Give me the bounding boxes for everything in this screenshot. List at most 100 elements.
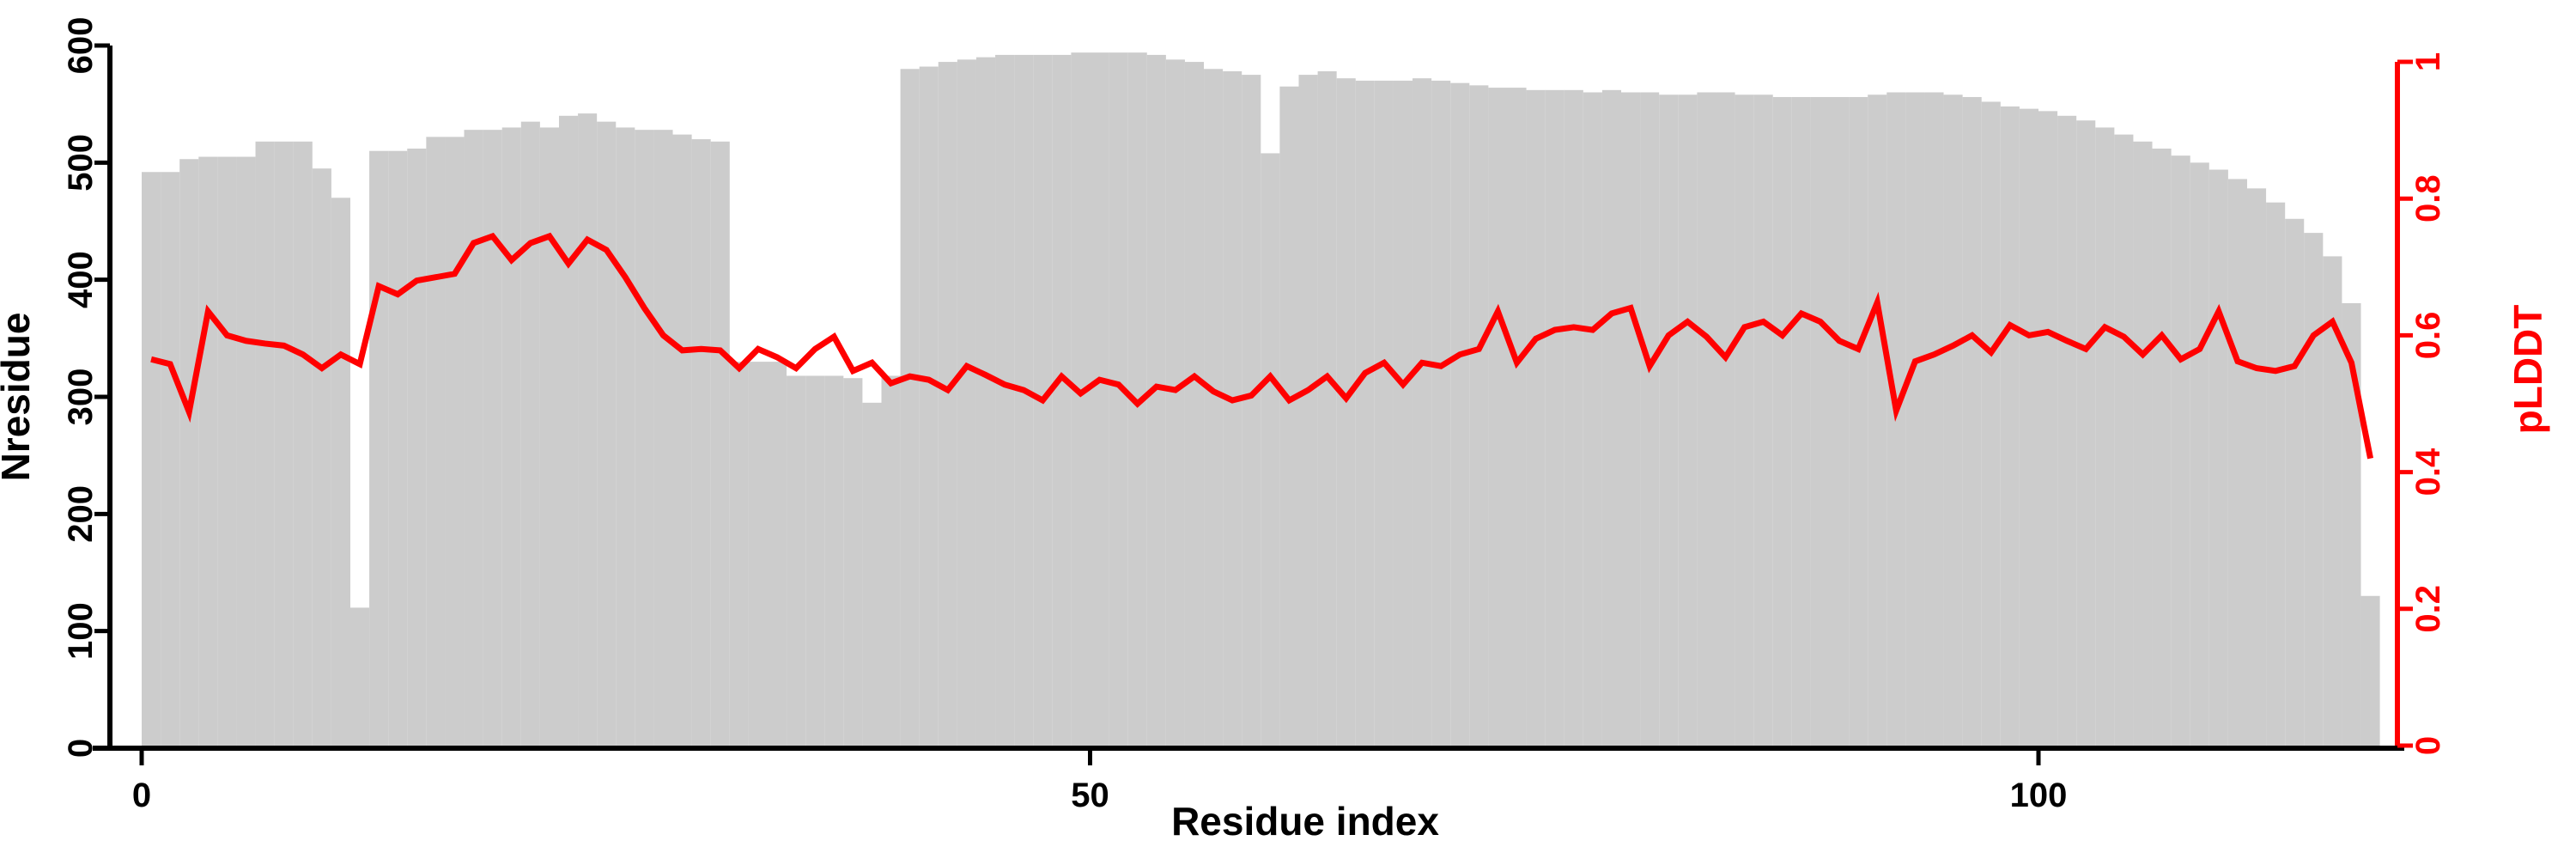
bar	[597, 121, 617, 748]
bar	[1905, 92, 1925, 748]
bar	[1640, 92, 1660, 748]
bar	[2227, 179, 2247, 749]
bar	[2038, 111, 2058, 749]
bar	[293, 141, 313, 749]
bar	[1962, 96, 1982, 749]
bar	[1810, 96, 1831, 749]
bar	[1753, 94, 1773, 748]
bar	[578, 113, 598, 748]
bar	[2076, 120, 2096, 748]
x-axis-tick-label: 0	[132, 777, 151, 814]
bar	[1374, 80, 1394, 748]
bar	[1146, 54, 1166, 749]
bar	[729, 362, 749, 748]
bar	[1621, 92, 1641, 748]
bar	[1678, 94, 1698, 748]
bar	[2095, 127, 2115, 748]
x-axis-title: Residue index	[1171, 799, 1439, 844]
right-axis: 0 0.2 0.4 0.6 0.8 1	[2395, 52, 2447, 755]
bar	[142, 172, 161, 749]
y2-axis-tick-label: 1	[2409, 52, 2447, 71]
bar	[1317, 70, 1337, 749]
bar	[539, 127, 559, 748]
bar	[1261, 153, 1280, 748]
bar	[2000, 106, 2020, 748]
bar	[1716, 92, 1735, 748]
bar	[995, 54, 1015, 749]
bar	[1791, 96, 1811, 749]
bar	[843, 378, 863, 748]
bottom-axis: 0 50 100	[93, 746, 2404, 814]
bar	[1014, 54, 1034, 749]
bar	[1336, 78, 1356, 749]
x-axis-tick-label: 50	[1071, 777, 1109, 814]
bar	[710, 141, 730, 749]
bar	[179, 159, 199, 749]
bar	[975, 57, 996, 748]
bar	[1071, 52, 1091, 749]
bar	[787, 375, 806, 748]
bar	[331, 198, 350, 749]
bar	[1772, 96, 1792, 749]
bar	[2019, 108, 2038, 749]
bar	[1090, 52, 1109, 749]
bar	[805, 375, 825, 748]
y2-axis-tick-label: 0.6	[2409, 312, 2447, 360]
bar	[957, 59, 976, 749]
bar	[255, 141, 275, 749]
bar	[1052, 54, 1072, 749]
bar	[369, 150, 389, 748]
bar	[1830, 96, 1850, 749]
bar	[1109, 52, 1128, 749]
x-axis-tick-label: 100	[2010, 777, 2068, 814]
y-axis-tick-label: 300	[62, 369, 100, 426]
plddt-line	[150, 232, 2374, 460]
y-axis-tick-label: 400	[62, 251, 100, 308]
bar	[483, 130, 502, 748]
bar	[1242, 75, 1261, 748]
bar	[1886, 92, 1906, 748]
y-axis-tick-label: 100	[62, 602, 100, 660]
bar	[520, 121, 540, 748]
bar	[938, 62, 957, 749]
y-axis-tick-label: 500	[62, 134, 100, 192]
bar	[919, 66, 939, 749]
bar	[349, 607, 370, 748]
bar	[767, 362, 787, 748]
bar	[1413, 78, 1432, 749]
bar	[2114, 134, 2134, 749]
bar	[672, 134, 692, 749]
y-axis-title: Nresidue	[0, 313, 38, 482]
y2-axis-tick-label: 0.8	[2409, 174, 2447, 222]
bar	[2057, 115, 2077, 749]
bar	[1184, 62, 1205, 749]
bar	[161, 172, 180, 749]
bar	[2323, 256, 2342, 748]
bar	[1564, 89, 1583, 748]
bar	[1924, 92, 1944, 748]
y-axis-tick-label: 600	[62, 17, 100, 75]
bar	[881, 375, 901, 748]
bar	[824, 375, 844, 748]
bar	[426, 137, 446, 749]
bar	[862, 402, 882, 748]
bar	[1659, 94, 1679, 748]
bar	[2171, 155, 2190, 748]
bar	[217, 156, 237, 748]
bar	[1279, 86, 1299, 749]
bar	[445, 137, 465, 749]
bar	[1849, 96, 1868, 749]
bar	[1868, 94, 1887, 748]
bar	[1507, 88, 1527, 748]
bar	[1943, 94, 1963, 748]
bar	[1204, 69, 1224, 748]
y2-axis-tick-label: 0.2	[2409, 585, 2447, 633]
bar	[1469, 85, 1489, 749]
bar	[900, 69, 920, 748]
bar	[1583, 92, 1602, 748]
bar	[1488, 88, 1508, 748]
bar	[1355, 80, 1375, 748]
bar	[1450, 82, 1470, 748]
